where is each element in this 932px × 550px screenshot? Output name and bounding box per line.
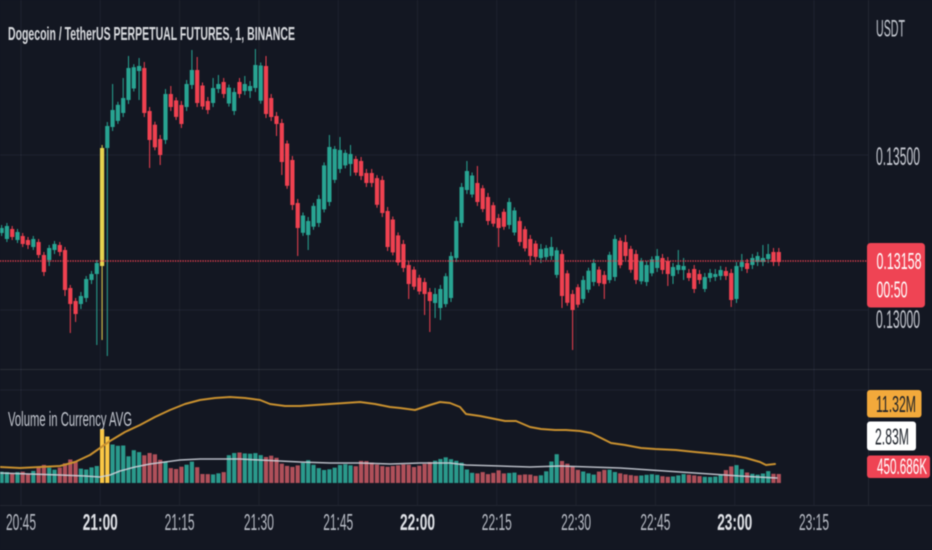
svg-text:20:45: 20:45 (6, 509, 36, 535)
svg-text:21:15: 21:15 (165, 509, 195, 535)
svg-text:0.13158: 0.13158 (877, 248, 922, 274)
svg-text:21:30: 21:30 (244, 509, 274, 535)
svg-text:0.13000: 0.13000 (876, 306, 920, 334)
svg-text:21:00: 21:00 (83, 509, 118, 535)
svg-text:450.686K: 450.686K (877, 454, 927, 479)
svg-text:0.13500: 0.13500 (876, 143, 920, 171)
svg-text:USDT: USDT (876, 16, 905, 43)
svg-text:23:15: 23:15 (799, 509, 829, 535)
svg-text:2.83M: 2.83M (875, 424, 909, 450)
svg-text:22:00: 22:00 (400, 509, 435, 535)
svg-text:22:15: 22:15 (482, 509, 512, 535)
svg-text:23:00: 23:00 (717, 509, 752, 535)
svg-text:Dogecoin / TetherUS PERPETUAL: Dogecoin / TetherUS PERPETUAL FUTURES, 1… (8, 24, 295, 44)
svg-text:21:45: 21:45 (323, 509, 353, 535)
svg-text:22:30: 22:30 (561, 509, 591, 535)
svg-text:00:50: 00:50 (877, 277, 908, 303)
svg-text:Volume in Currency AVG: Volume in Currency AVG (8, 409, 132, 431)
svg-text:11.32M: 11.32M (876, 391, 916, 417)
svg-text:22:45: 22:45 (640, 509, 670, 535)
